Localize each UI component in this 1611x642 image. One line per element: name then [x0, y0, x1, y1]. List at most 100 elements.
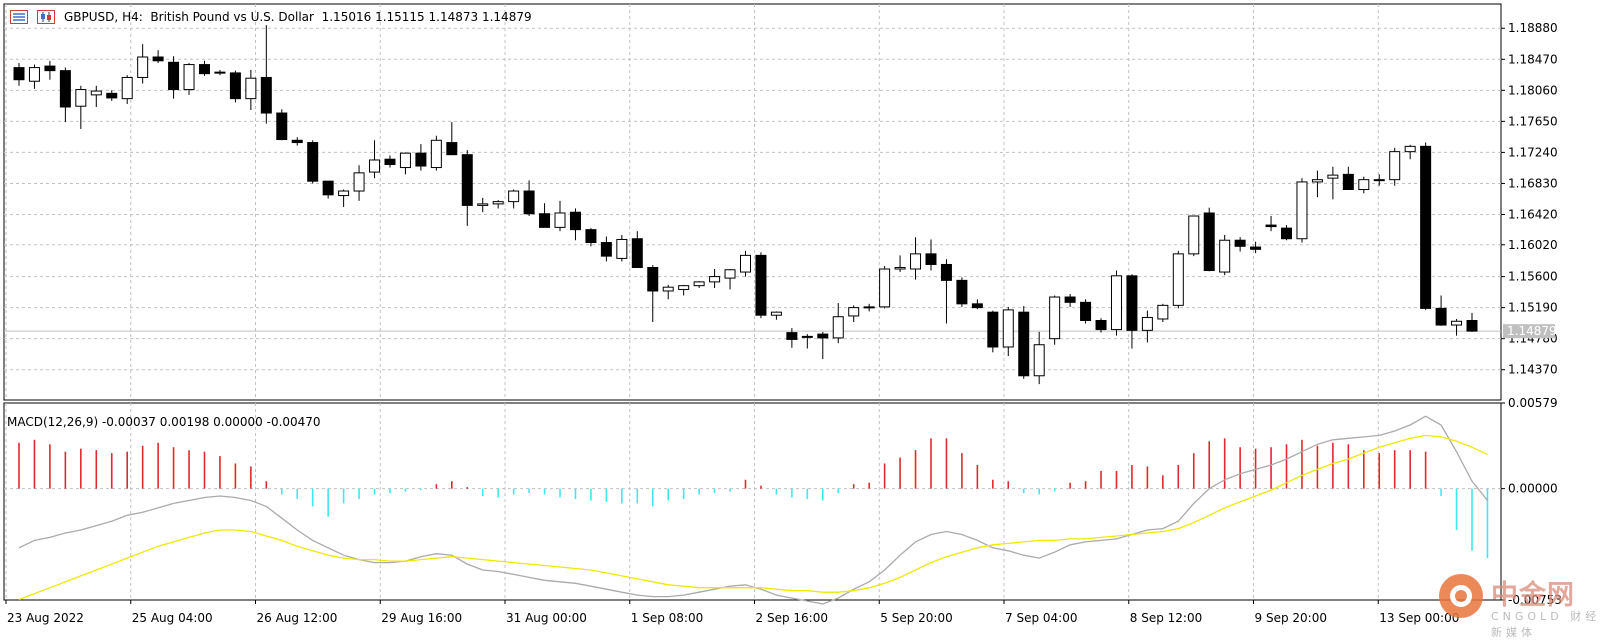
- candle-body: [59, 70, 71, 108]
- macd-values: -0.00037 0.00198 0.00000 -0.00470: [101, 415, 321, 429]
- candle-body: [399, 152, 411, 169]
- chart-type-icon[interactable]: [37, 10, 55, 24]
- candle-body: [1002, 309, 1014, 348]
- price-tick-label: 1.16830: [1508, 176, 1558, 190]
- watermark-mark: CNGOLD: [1491, 610, 1563, 623]
- candle-body: [229, 72, 241, 100]
- signal-line: [18, 434, 1488, 601]
- candle-body: [709, 276, 721, 283]
- time-tick-label: 26 Aug 12:00: [257, 611, 338, 625]
- menu-icon[interactable]: [10, 10, 28, 24]
- candle-body: [28, 67, 40, 82]
- candle-body: [291, 139, 303, 144]
- candle-body: [971, 303, 983, 309]
- time-tick-label: 29 Aug 16:00: [381, 611, 462, 625]
- candle-body: [863, 306, 875, 309]
- candle-body: [1157, 304, 1169, 320]
- time-tick-label: 23 Aug 2022: [7, 611, 84, 625]
- candle-body: [662, 286, 674, 292]
- candle-body: [910, 253, 922, 270]
- time-tick-label: 31 Aug 00:00: [506, 611, 587, 625]
- candle-body: [1064, 296, 1076, 303]
- candle-body: [817, 333, 829, 339]
- candles: [13, 25, 1478, 385]
- candle-body: [631, 238, 643, 268]
- candle-body: [446, 142, 458, 156]
- candle-body: [152, 56, 164, 62]
- high-price: 1.15115: [375, 10, 425, 24]
- candle-body: [477, 203, 489, 206]
- candle-body: [1358, 179, 1370, 191]
- price-tick-label: 1.18880: [1508, 21, 1558, 35]
- candle-body: [461, 154, 473, 206]
- price-tick-label: 1.18470: [1508, 52, 1558, 66]
- candle-body: [539, 213, 551, 228]
- candle-body: [1172, 253, 1184, 306]
- candle-body: [90, 90, 102, 96]
- candle-body: [940, 263, 952, 281]
- candle-body: [1281, 227, 1293, 240]
- price-tick-label: 1.17650: [1508, 114, 1558, 128]
- candle-body: [1049, 296, 1061, 340]
- macd-line: [18, 415, 1489, 605]
- macd-label: MACD(12,26,9): [7, 415, 99, 429]
- candle-body: [1018, 311, 1030, 377]
- chart-header: GBPUSD, H4: British Pound vs U.S. Dollar…: [64, 10, 532, 24]
- current-price-label: 1.14879: [1507, 324, 1557, 338]
- candle-body: [1219, 239, 1231, 273]
- candle-body: [1126, 275, 1138, 331]
- price-axis: 1.18880 1.18470 1.18060 1.17650 1.17240 1.168…: [1501, 21, 1562, 607]
- candle-body: [492, 201, 504, 205]
- candle-body: [554, 212, 566, 228]
- candle-body: [1404, 145, 1416, 153]
- watermark-sub: CNGOLD 财经新媒体: [1491, 608, 1601, 640]
- candle-body: [678, 285, 690, 290]
- candle-body: [322, 180, 334, 196]
- candle-body: [1110, 275, 1122, 331]
- candle-body: [183, 64, 195, 91]
- candle-body: [755, 254, 767, 316]
- candle-body: [1373, 179, 1385, 182]
- candle-body: [1311, 179, 1323, 183]
- macd-tick-label: -0.00753: [1508, 593, 1562, 607]
- candle-body: [1033, 344, 1045, 377]
- watermark: 中金网 CNGOLD 财经新媒体: [1431, 570, 1601, 639]
- candle-body: [1141, 316, 1153, 331]
- time-tick-label: 13 Sep 00:00: [1379, 611, 1459, 625]
- price-tick-label: 1.16020: [1508, 238, 1558, 252]
- candle-body: [987, 311, 999, 348]
- watermark-logo-ring-icon: [1450, 585, 1472, 607]
- candle-body: [369, 159, 381, 173]
- macd-pane-border: [3, 402, 1502, 601]
- watermark-brand: 中金网: [1491, 580, 1575, 611]
- candle-body: [1095, 319, 1107, 331]
- low-price: 1.14873: [428, 10, 479, 24]
- time-tick-label: 5 Sep 20:00: [880, 611, 952, 625]
- grid: [3, 3, 1502, 601]
- candle-body: [1250, 246, 1262, 250]
- candle-body: [1389, 151, 1401, 181]
- candle-body: [925, 253, 937, 265]
- candle-body: [724, 269, 736, 279]
- open-price: 1.15016: [321, 10, 372, 24]
- candle-body: [894, 266, 906, 270]
- candle-body: [168, 61, 180, 91]
- candle-body: [1451, 320, 1463, 326]
- candle-body: [956, 279, 968, 305]
- candle-body: [523, 190, 535, 215]
- candle-body: [307, 142, 319, 182]
- candle-body: [276, 112, 288, 141]
- candle-body: [245, 77, 257, 100]
- candle-body: [585, 229, 597, 244]
- candle-body: [1080, 301, 1092, 321]
- candle-body: [786, 332, 798, 340]
- candle-body: [647, 266, 659, 292]
- symbol-description: British Pound vs U.S. Dollar: [150, 10, 314, 24]
- candle-body: [616, 238, 628, 259]
- candle-body: [214, 71, 226, 74]
- candle-body: [75, 89, 87, 107]
- time-tick-label: 25 Aug 04:00: [132, 611, 213, 625]
- candle-body: [1188, 215, 1200, 255]
- candle-body: [1466, 319, 1478, 332]
